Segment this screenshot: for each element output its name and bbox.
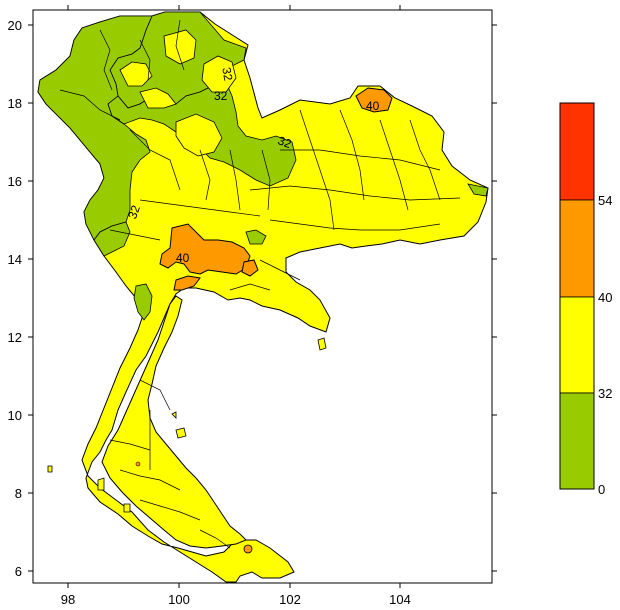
legend-label: 54 [598,193,612,208]
x-tick-label: 104 [389,592,411,607]
legend-swatch-high [559,199,595,298]
contour-label: 32 [219,66,235,82]
zone-low-west [93,221,131,257]
y-tick-label: 10 [8,408,22,423]
zone-low-northwest [37,15,153,241]
zone-low-central-west [245,229,267,245]
contour-labels: 32 32 32 40 32 40 [125,66,379,265]
legend-swatch-max [559,102,595,201]
y-tick-label: 18 [8,96,22,111]
y-tick-label: 6 [15,564,22,579]
contour-label: 40 [366,99,380,113]
zone-mid-north-4 [139,87,177,109]
zone-low-southwest [133,283,153,321]
y-tick-label: 16 [8,174,22,189]
contour-label: 40 [176,251,190,265]
contour-label: 32 [276,133,294,151]
x-tick-label: 100 [168,592,190,607]
contour-label: 32 [214,89,228,103]
y-tick-label: 20 [8,18,22,33]
zone-mid-north-2 [163,29,197,65]
province-boundaries [59,19,461,549]
zone-high-south-spot-2 [135,461,141,467]
coastal-islands [47,337,327,513]
zone-low-east [467,183,489,197]
land-peninsula [101,295,247,549]
legend-swatch-mid [559,296,595,394]
y-tick-label: 14 [8,252,22,267]
legend-label: 32 [598,386,612,401]
legend-label: 40 [598,290,612,305]
zone-mid-north-1 [119,61,153,87]
color-legend: 54 40 32 0 [559,102,612,497]
y-tick-label: 8 [15,486,22,501]
zone-mid-north-5 [175,113,223,157]
y-tick-label: 12 [8,330,22,345]
contour-label: 32 [125,203,143,221]
axis-ticks [28,5,497,588]
zone-high-central [159,223,251,275]
x-tick-label: 102 [279,592,301,607]
x-tick-label: 98 [61,592,75,607]
zone-mid-north-3 [201,55,237,93]
legend-label: 0 [598,482,605,497]
zone-high-coast [173,275,201,291]
zone-high-northeast [355,87,393,113]
zone-high-east [241,259,259,277]
zone-high-south-spot [243,544,253,554]
legend-swatch-low [559,392,595,490]
land-mainland [37,11,489,583]
